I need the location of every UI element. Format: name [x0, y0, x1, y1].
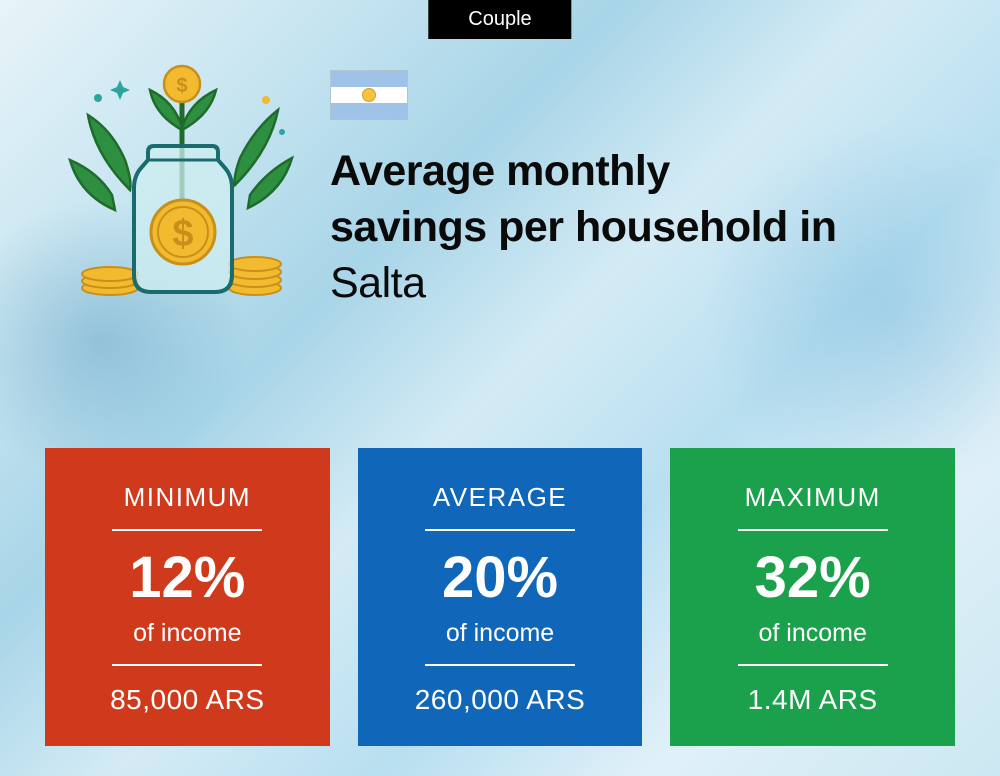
title-city: Salta [330, 259, 426, 307]
card-average: AVERAGE 20% of income 260,000 ARS [358, 448, 643, 746]
card-divider [112, 529, 262, 531]
card-minimum: MINIMUM 12% of income 85,000 ARS [45, 448, 330, 746]
card-subtext: of income [133, 619, 241, 648]
card-label: MINIMUM [124, 482, 251, 513]
title-line2: savings per household in [330, 203, 836, 251]
card-percent: 32% [755, 549, 871, 607]
card-divider [112, 664, 262, 666]
card-amount: 260,000 ARS [415, 684, 586, 716]
card-label: MAXIMUM [745, 482, 881, 513]
svg-text:$: $ [176, 75, 187, 97]
card-divider [738, 529, 888, 531]
card-divider [425, 529, 575, 531]
card-divider [738, 664, 888, 666]
title-line1: Average monthly [330, 147, 670, 195]
svg-text:$: $ [172, 213, 193, 255]
argentina-flag-icon [330, 70, 408, 120]
card-subtext: of income [446, 619, 554, 648]
card-label: AVERAGE [433, 482, 567, 513]
savings-jar-icon: $ $ [60, 60, 300, 310]
page-title: Average monthly savings per household in… [330, 144, 960, 312]
header: $ $ Average monthly savings per househo [60, 60, 960, 312]
card-maximum: MAXIMUM 32% of income 1.4M ARS [670, 448, 955, 746]
title-block: Average monthly savings per household in… [330, 60, 960, 312]
stat-cards: MINIMUM 12% of income 85,000 ARS AVERAGE… [45, 448, 955, 746]
category-tab: Couple [428, 0, 571, 39]
tab-label: Couple [468, 8, 531, 30]
card-subtext: of income [758, 619, 866, 648]
card-amount: 85,000 ARS [110, 684, 264, 716]
card-percent: 20% [442, 549, 558, 607]
savings-illustration: $ $ [60, 60, 300, 310]
card-percent: 12% [129, 549, 245, 607]
card-amount: 1.4M ARS [748, 684, 878, 716]
card-divider [425, 664, 575, 666]
